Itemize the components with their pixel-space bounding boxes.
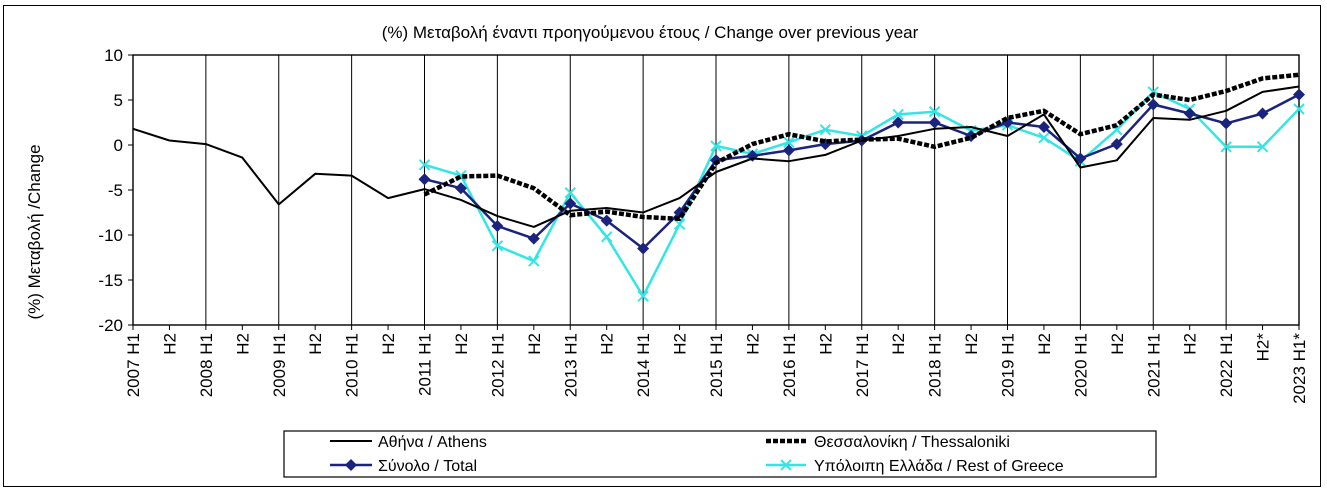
y-tick-label: 5	[114, 91, 123, 110]
marker-rest-of-greece	[892, 108, 904, 121]
marker-total	[782, 144, 795, 157]
x-tick-label: H2	[525, 333, 544, 355]
y-tick-label: -20	[98, 316, 123, 335]
legend-box	[283, 430, 1157, 478]
chart-title: (%) Μεταβολή έναντι προηγούμενου έτους /…	[382, 23, 919, 42]
series-line-athens	[132, 85, 1300, 228]
marker-rest-of-greece	[1038, 132, 1050, 144]
x-tick-label: H2	[379, 333, 398, 355]
x-tick-label: H2	[233, 333, 252, 355]
marker-rest-of-greece	[564, 186, 576, 199]
y-tick-label: -15	[98, 271, 123, 290]
marker-total	[637, 242, 650, 255]
y-tick-label: -5	[108, 181, 123, 200]
x-tick-label: H2	[889, 333, 908, 355]
marker-total	[564, 197, 577, 210]
x-tick-label: H2	[962, 333, 981, 355]
legend-label-total: Σύνολο / Total	[378, 458, 477, 475]
marker-rest-of-greece	[600, 231, 613, 243]
legend-label-thessaloniki: Θεσσαλονίκη / Thessaloniki	[814, 434, 1010, 451]
x-tick-label: H2	[598, 333, 617, 355]
marker-total	[1256, 107, 1269, 120]
marker-total	[418, 173, 431, 186]
marker-total	[1220, 117, 1233, 130]
legend-label-athens: Αθήνα / Athens	[378, 434, 487, 451]
marker-total	[454, 182, 467, 195]
marker-rest-of-greece	[1293, 103, 1305, 115]
x-tick-label: H2	[1181, 333, 1200, 355]
marker-rest-of-greece	[418, 159, 431, 171]
marker-total	[527, 232, 540, 245]
x-tick-label: H2	[743, 333, 762, 355]
marker-total	[1147, 98, 1160, 111]
marker-total	[1110, 138, 1123, 151]
x-tick-label: 2021 H1	[1144, 333, 1163, 397]
marker-total	[892, 116, 905, 129]
x-tick-label: 2022 H1	[1217, 333, 1236, 397]
marker-total	[491, 220, 504, 232]
marker-rest-of-greece	[528, 255, 540, 267]
marker-rest-of-greece	[637, 290, 649, 302]
x-tick-label: 2018 H1	[926, 333, 945, 397]
x-tick-label: H2	[816, 333, 835, 355]
x-tick-label: 2013 H1	[561, 333, 580, 397]
x-tick-label: 2007 H1	[124, 333, 143, 397]
marker-total	[1183, 107, 1196, 120]
x-tick-label: 2020 H1	[1071, 333, 1090, 397]
x-tick-label: 2017 H1	[853, 333, 872, 397]
marker-total	[600, 214, 613, 227]
x-tick-label: 2008 H1	[197, 333, 216, 397]
marker-rest-of-greece	[710, 140, 722, 152]
marker-rest-of-greece	[819, 123, 832, 136]
marker-rest-of-greece	[1256, 141, 1269, 153]
y-tick-label: -10	[98, 226, 123, 245]
x-axis-ticks: 2007 H1 H2 2008 H1 H2 2009 H1 H2 2010 H1 H2 2011…	[124, 325, 1309, 404]
x-tick-label: 2015 H1	[707, 333, 726, 397]
series-lines	[132, 72, 1305, 302]
legend: Αθήνα / Athens Θεσσαλονίκη / Thessalonik…	[283, 430, 1157, 478]
marker-total	[1037, 121, 1050, 133]
x-tick-label: H2	[160, 333, 179, 355]
legend-label-rest-of-greece: Υπόλοιπη Ελλάδα / Rest of Greece	[814, 458, 1064, 475]
marker-rest-of-greece	[1220, 141, 1232, 153]
x-tick-label: H2	[306, 333, 325, 355]
y-axis-label: (%) Μεταβολή /Change	[25, 144, 44, 319]
marker-rest-of-greece	[491, 240, 504, 252]
legend-marker-total	[345, 459, 357, 471]
x-tick-label: 2016 H1	[780, 333, 799, 397]
marker-rest-of-greece	[928, 105, 941, 118]
x-tick-label: 2012 H1	[488, 333, 507, 397]
x-tick-label: H2	[1108, 333, 1127, 355]
legend-marker-rest-of-greece	[780, 459, 792, 471]
y-tick-label: 10	[104, 46, 123, 65]
y-axis-ticks: 10 5 0 -5 -10 -15 -20	[98, 46, 133, 335]
x-tick-label: 2014 H1	[634, 333, 653, 397]
x-tick-label: 2023 H1*	[1290, 333, 1309, 404]
x-tick-label: H2*	[1254, 333, 1273, 362]
x-tick-label: H2	[671, 333, 690, 355]
x-tick-label: 2010 H1	[343, 333, 362, 397]
marker-rest-of-greece	[783, 136, 795, 149]
x-tick-label: 2019 H1	[999, 333, 1018, 397]
marker-total	[1293, 88, 1305, 101]
x-tick-label: 2011 H1	[416, 333, 435, 396]
chart-frame	[3, 5, 1321, 487]
x-tick-label: 2009 H1	[270, 333, 289, 397]
y-tick-label: 0	[114, 136, 123, 155]
x-tick-label: H2	[452, 333, 471, 355]
vertical-gridlines	[205, 55, 1227, 325]
x-tick-label: H2	[1035, 333, 1054, 355]
marker-total	[928, 116, 941, 129]
